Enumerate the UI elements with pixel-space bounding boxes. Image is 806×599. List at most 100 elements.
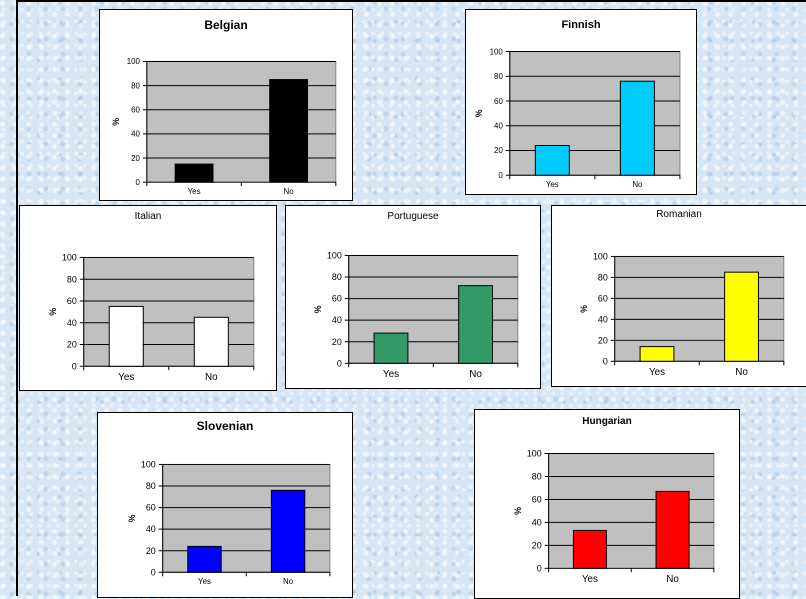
- x-category-label: Yes: [546, 180, 559, 189]
- y-tick-label: 0: [337, 358, 342, 368]
- x-category-label: No: [205, 372, 218, 383]
- chart-title: Italian: [134, 211, 162, 222]
- chart-title: Portuguese: [387, 211, 439, 222]
- y-tick-label: 80: [494, 72, 503, 81]
- y-tick-label: 80: [131, 81, 140, 90]
- x-category-label: Yes: [118, 372, 134, 383]
- y-tick-label: 0: [603, 356, 608, 366]
- y-axis-label: %: [579, 305, 589, 313]
- chart-panel-slovenian: Slovenian 0 20 40 60 80 100% Yes No: [97, 412, 353, 598]
- chart-panel-romanian: Romanian 0 20 40 60 80 100% Yes No: [551, 205, 806, 387]
- y-tick-label: 100: [141, 460, 156, 470]
- chart-title: Slovenian: [196, 419, 254, 433]
- x-category-label: Yes: [582, 574, 598, 585]
- x-category-label: No: [469, 369, 482, 380]
- y-tick-label: 80: [532, 472, 542, 482]
- y-tick-label: 100: [327, 251, 342, 261]
- x-category-label: No: [284, 187, 295, 196]
- chart-panel-belgian: Belgian 0 20 40 60 80 100% Yes No: [99, 9, 353, 201]
- y-tick-label: 0: [537, 563, 542, 573]
- chart-title: Belgian: [204, 18, 248, 32]
- y-tick-label: 20: [332, 337, 342, 347]
- y-tick-label: 100: [593, 252, 608, 262]
- bar-yes: [187, 545, 222, 573]
- chart-panel-portuguese: Portuguese 0 20 40 60 80 100% Yes No: [285, 205, 541, 389]
- bar-no: [619, 80, 655, 176]
- y-axis-label: %: [313, 305, 323, 313]
- bar-yes: [373, 332, 409, 364]
- y-tick-label: 60: [67, 296, 77, 306]
- y-tick-label: 0: [136, 178, 141, 187]
- chart-svg: 0 20 40 60 80 100% Yes No: [513, 449, 715, 585]
- y-axis-label: %: [474, 109, 484, 117]
- x-category-label: Yes: [198, 577, 211, 586]
- bar-yes: [108, 305, 144, 367]
- y-tick-label: 60: [146, 503, 156, 513]
- y-tick-label: 60: [598, 293, 608, 303]
- y-tick-label: 20: [494, 146, 503, 155]
- y-tick-label: 100: [127, 57, 141, 66]
- y-tick-label: 40: [67, 318, 77, 328]
- y-tick-label: 40: [598, 314, 608, 324]
- bar-no: [270, 489, 306, 573]
- y-axis-label: %: [127, 514, 137, 522]
- y-tick-label: 0: [498, 171, 503, 180]
- y-tick-label: 0: [151, 567, 156, 577]
- bar-yes: [174, 163, 214, 183]
- y-tick-label: 60: [131, 106, 140, 115]
- y-tick-label: 0: [72, 361, 77, 371]
- y-axis-label: %: [48, 308, 58, 316]
- bar-no: [193, 316, 229, 367]
- x-category-label: Yes: [649, 367, 665, 378]
- y-tick-label: 80: [67, 274, 77, 284]
- y-tick-label: 20: [131, 154, 140, 163]
- y-tick-label: 40: [131, 130, 140, 139]
- y-tick-label: 20: [146, 546, 156, 556]
- bar-yes: [534, 145, 570, 176]
- x-category-label: No: [283, 577, 294, 586]
- y-tick-label: 20: [598, 335, 608, 345]
- y-tick-label: 40: [532, 518, 542, 528]
- y-tick-label: 40: [494, 122, 503, 131]
- x-category-label: No: [666, 574, 679, 585]
- y-axis-label: %: [111, 118, 121, 126]
- y-tick-label: 100: [62, 253, 77, 263]
- x-category-label: No: [735, 367, 748, 378]
- y-tick-label: 100: [527, 449, 542, 459]
- y-tick-label: 80: [146, 481, 156, 491]
- chart-svg: 0 20 40 60 80 100% Yes No: [111, 57, 337, 196]
- chart-title: Finnish: [561, 19, 601, 31]
- chart-svg: 0 20 40 60 80 100% Yes No: [474, 47, 681, 189]
- y-tick-label: 40: [332, 315, 342, 325]
- y-tick-label: 100: [490, 47, 504, 56]
- bar-no: [724, 271, 759, 362]
- chart-svg: 0 20 40 60 80 100% Yes No: [579, 252, 785, 378]
- left-frame-line: [16, 0, 18, 596]
- y-tick-label: 20: [67, 340, 77, 350]
- chart-svg: 0 20 40 60 80 100% Yes No: [313, 251, 519, 380]
- bar-no: [458, 285, 493, 364]
- chart-title: Hungarian: [582, 416, 632, 427]
- y-tick-label: 40: [146, 524, 156, 534]
- chart-panel-italian: Italian 0 20 40 60 80 100% Yes No: [19, 205, 277, 391]
- top-frame-line: [16, 0, 806, 2]
- y-tick-label: 80: [598, 273, 608, 283]
- bar-yes: [639, 346, 675, 362]
- y-tick-label: 60: [494, 97, 503, 106]
- x-category-label: No: [632, 180, 643, 189]
- y-tick-label: 60: [332, 294, 342, 304]
- y-tick-label: 80: [332, 272, 342, 282]
- y-tick-label: 60: [532, 495, 542, 505]
- bar-no: [655, 490, 690, 569]
- chart-panel-finnish: Finnish 0 20 40 60 80 100% Yes No: [465, 9, 697, 195]
- x-category-label: Yes: [188, 187, 201, 196]
- y-tick-label: 20: [532, 540, 542, 550]
- chart-svg: 0 20 40 60 80 100% Yes No: [48, 253, 255, 383]
- x-category-label: Yes: [383, 369, 399, 380]
- bar-yes: [572, 529, 607, 569]
- chart-title: Romanian: [656, 209, 702, 220]
- bar-no: [269, 79, 308, 183]
- chart-svg: 0 20 40 60 80 100% Yes No: [127, 460, 331, 586]
- chart-panel-hungarian: Hungarian 0 20 40 60 80 100% Yes No: [474, 409, 740, 599]
- y-axis-label: %: [513, 507, 523, 515]
